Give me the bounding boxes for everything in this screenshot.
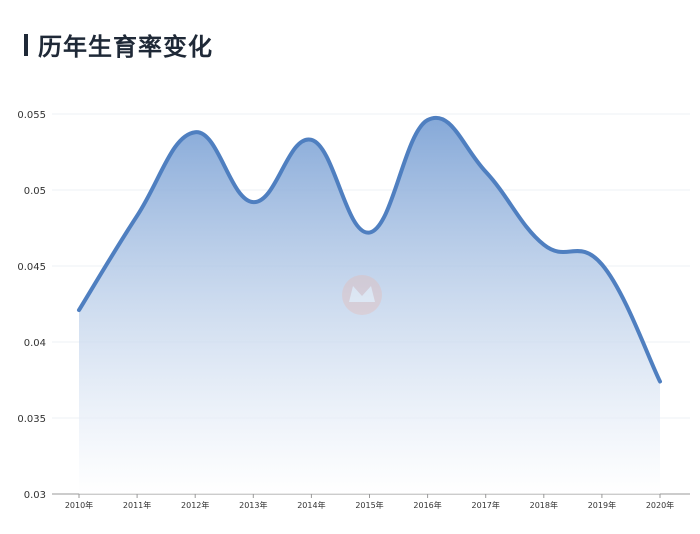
y-tick-label: 0.04 [24, 338, 46, 349]
y-axis: 0.03 0.035 0.04 0.045 0.05 0.055 [17, 110, 46, 501]
x-tick-label: 2011年 [123, 500, 151, 510]
x-tick-label: 2018年 [530, 500, 558, 510]
x-tick-label: 2012年 [181, 500, 209, 510]
x-tick-label: 2020年 [646, 500, 674, 510]
y-tick-label: 0.035 [17, 414, 46, 425]
plot-area [77, 115, 662, 494]
x-tick-label: 2019年 [588, 500, 616, 510]
x-axis: 2010年 2011年 2012年 2013年 2014年 2015年 2016年 2017年… [65, 494, 674, 510]
y-tick-label: 0.05 [24, 186, 46, 197]
x-tick-label: 2010年 [65, 500, 93, 510]
x-tick-label: 2014年 [297, 500, 325, 510]
y-tick-label: 0.045 [17, 262, 46, 273]
watermark-logo [342, 275, 382, 315]
x-tick-label: 2017年 [472, 500, 500, 510]
x-tick-label: 2013年 [239, 500, 267, 510]
title-accent-bar [24, 34, 28, 56]
x-tick-label: 2016年 [413, 500, 441, 510]
y-tick-label: 0.055 [17, 110, 46, 121]
y-tick-label: 0.03 [24, 490, 46, 501]
x-tick-label: 2015年 [355, 500, 383, 510]
page-title: 历年生育率变化 [38, 33, 213, 61]
